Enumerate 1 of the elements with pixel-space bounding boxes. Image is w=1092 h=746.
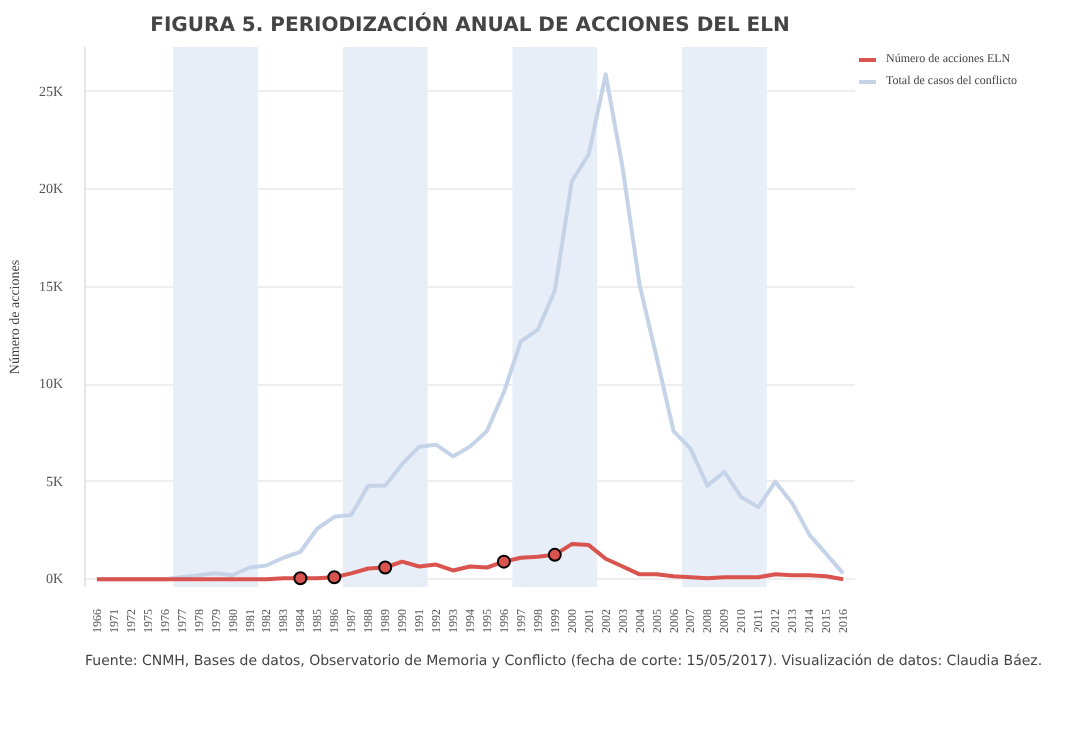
chart-title: FIGURA 5. PERIODIZACIÓN ANUAL DE ACCIONES DEL ELN [150,11,790,37]
